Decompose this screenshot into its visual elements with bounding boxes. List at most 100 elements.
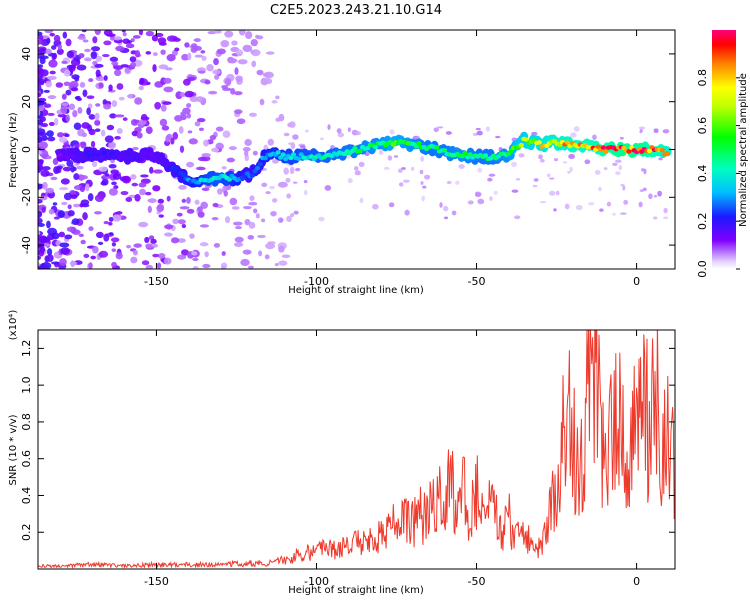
noise-blob	[265, 242, 276, 250]
spectrogram-ridge	[56, 131, 672, 188]
noise-blob	[193, 38, 201, 43]
noise-blob	[186, 208, 195, 214]
noise-blob	[174, 114, 183, 122]
noise-blob	[147, 198, 157, 203]
noise-blob	[493, 190, 498, 195]
noise-blob	[101, 53, 110, 58]
noise-blob	[548, 177, 555, 180]
noise-blob	[70, 58, 81, 66]
y-tick-label: 40	[20, 47, 33, 61]
noise-blob	[101, 174, 112, 180]
colorbar: 0.0 0.2 0.4 0.6 0.8 Normalized spectral ampl…	[696, 30, 749, 278]
noise-blob	[220, 262, 228, 269]
ridge-point	[523, 137, 530, 142]
noise-blob	[553, 158, 559, 162]
noise-blob	[475, 127, 481, 131]
ridge-point	[413, 144, 419, 149]
noise-blob	[242, 205, 252, 210]
noise-blob	[82, 89, 88, 97]
noise-blob	[188, 138, 198, 145]
ridge-point	[226, 177, 233, 182]
noise-blob	[265, 191, 271, 195]
noise-blob	[38, 141, 48, 150]
noise-blob	[43, 103, 52, 108]
ridge-point	[659, 148, 665, 153]
noise-blob	[95, 75, 105, 82]
noise-blob	[264, 254, 270, 260]
noise-blob	[398, 182, 404, 187]
noise-blob	[187, 52, 192, 61]
spectrogram-y-label: Frequency (Hz)	[8, 112, 19, 188]
noise-blob	[336, 128, 342, 134]
noise-blob	[66, 50, 75, 59]
noise-blob	[145, 243, 154, 249]
noise-blob	[73, 173, 80, 180]
noise-blob	[194, 54, 204, 58]
noise-blob	[103, 40, 112, 46]
noise-blob	[90, 51, 98, 60]
noise-blob	[179, 206, 190, 210]
noise-blob	[44, 30, 54, 34]
noise-blob	[112, 173, 122, 180]
noise-blob	[62, 31, 68, 39]
noise-blob	[68, 64, 76, 72]
snr-y-label: SNR (10 * v/v)	[8, 414, 19, 485]
noise-blob	[87, 103, 93, 109]
noise-blob	[87, 193, 94, 202]
noise-blob	[220, 40, 230, 48]
noise-blob	[45, 187, 55, 194]
noise-blob	[229, 197, 238, 206]
ridge-point	[155, 151, 161, 156]
noise-blob	[108, 163, 117, 169]
noise-blob	[194, 121, 201, 127]
noise-blob	[79, 81, 86, 88]
noise-blob	[242, 44, 253, 53]
noise-blob	[170, 237, 180, 244]
noise-blob	[319, 137, 324, 141]
noise-blob	[444, 216, 449, 220]
noise-blob	[299, 145, 306, 149]
noise-blob	[86, 124, 93, 132]
noise-blob	[154, 101, 162, 110]
snr-background	[38, 330, 675, 569]
x-tick-label: -150	[144, 575, 169, 588]
noise-blob	[111, 181, 117, 186]
noise-blob	[41, 122, 49, 128]
noise-blob	[45, 80, 52, 88]
noise-blob	[57, 132, 64, 138]
y-tick-label: 1.2	[20, 340, 33, 358]
noise-blob	[51, 45, 57, 50]
noise-blob	[283, 167, 289, 175]
noise-blob	[103, 103, 112, 110]
noise-blob	[159, 118, 168, 127]
noise-blob	[41, 206, 46, 213]
noise-blob	[564, 203, 570, 210]
noise-blob	[359, 197, 364, 204]
noise-blob	[184, 42, 190, 48]
noise-blob	[433, 127, 439, 133]
noise-blob	[304, 129, 309, 133]
colorbar-tick-label: 0.2	[696, 212, 709, 230]
noise-blob	[615, 159, 622, 163]
noise-blob	[47, 112, 55, 116]
noise-blob	[181, 53, 190, 61]
noise-blob	[244, 138, 252, 147]
noise-blob	[46, 155, 52, 160]
noise-blob	[126, 244, 132, 249]
noise-blob	[189, 96, 199, 103]
noise-blob	[259, 98, 265, 106]
noise-blob	[214, 74, 220, 80]
noise-blob	[129, 56, 137, 63]
noise-blob	[244, 149, 249, 157]
noise-blob	[76, 64, 87, 71]
noise-blob	[234, 67, 239, 75]
noise-blob	[355, 131, 361, 136]
noise-blob	[98, 166, 108, 172]
noise-blob	[236, 118, 246, 125]
noise-blob	[383, 166, 390, 171]
noise-blob	[127, 93, 133, 99]
noise-blob	[172, 131, 179, 140]
noise-blob	[653, 216, 658, 220]
noise-blob	[61, 60, 68, 64]
noise-blob	[165, 135, 170, 143]
